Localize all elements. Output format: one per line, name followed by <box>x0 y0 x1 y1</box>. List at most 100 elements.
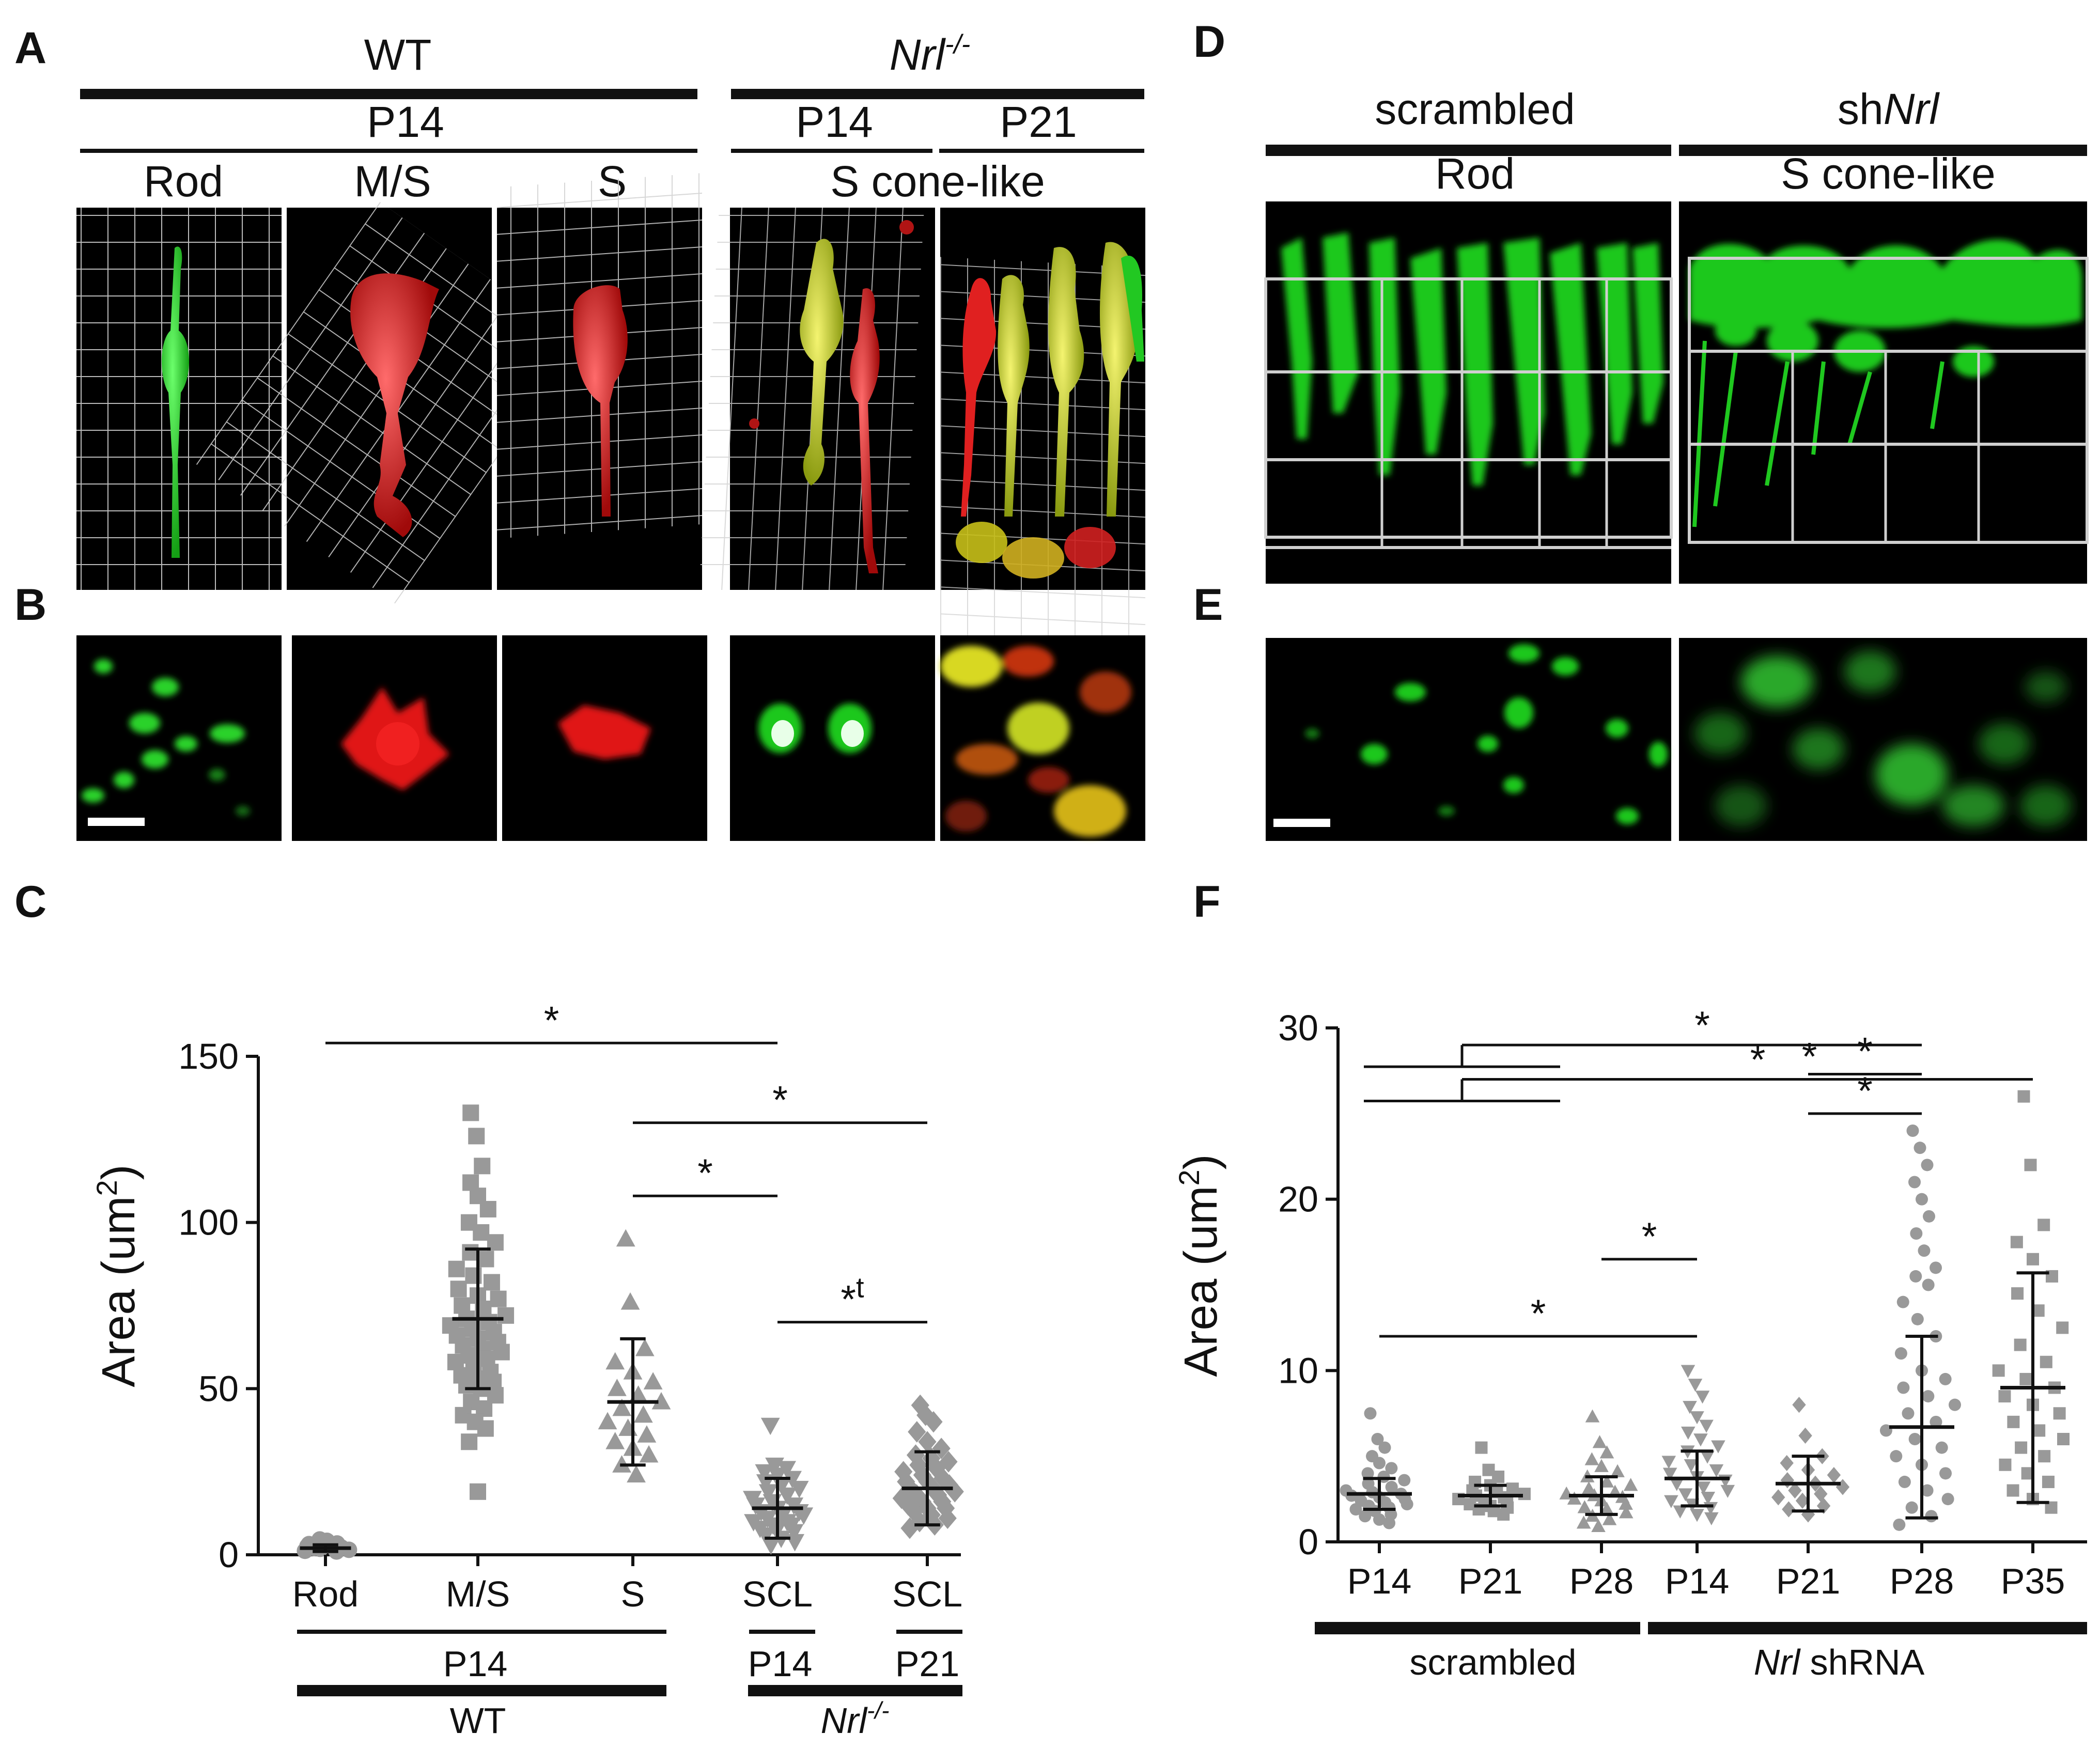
f-data-point <box>1801 1506 1815 1523</box>
c-data-point <box>635 1338 655 1356</box>
f-ytick-label: 10 <box>1278 1350 1318 1391</box>
c-data-point <box>598 1412 617 1430</box>
scrambled-label: scrambled <box>1375 85 1575 133</box>
image-a-nrl-p21 <box>940 208 1145 650</box>
c-data-point <box>461 1433 478 1450</box>
f-sig-star: * <box>1802 1035 1817 1079</box>
f-data-point <box>1948 1398 1961 1411</box>
c-data-point <box>784 1524 804 1542</box>
c-data-point <box>470 1483 486 1500</box>
c-data-point <box>789 1480 809 1498</box>
f-data-point <box>2014 1338 2027 1351</box>
c-data-point <box>924 1411 943 1433</box>
f-data-point <box>1893 1518 1906 1531</box>
f-data-point <box>1577 1500 1592 1513</box>
c-data-point <box>761 1537 781 1555</box>
scale-bar-e <box>1273 819 1330 827</box>
f-data-point <box>1939 1372 1952 1385</box>
f-data-point <box>1921 1484 1934 1497</box>
c-data-point <box>473 1224 490 1241</box>
f-data-point <box>1906 1125 1919 1137</box>
f-data-point <box>1941 1493 1954 1506</box>
f-data-point <box>1879 1424 1892 1437</box>
panel-d: scrambled Rod shNrl S cone-like <box>1264 85 2089 584</box>
f-data-point <box>1890 1450 1903 1463</box>
c-data-point <box>479 1200 496 1217</box>
c-xtick-label: S <box>621 1574 645 1614</box>
f-data-point <box>2027 1253 2039 1266</box>
f-data-point <box>1359 1510 1372 1523</box>
panel-e-images <box>1266 638 2087 841</box>
f-xtick-label: P14 <box>1347 1561 1412 1601</box>
f-ytick-label: 0 <box>1298 1522 1318 1562</box>
f-xtick-label: P28 <box>1569 1561 1634 1601</box>
f-data-point <box>1592 1435 1607 1448</box>
f-sig-star: * <box>1857 1069 1873 1113</box>
image-d-shnrl <box>1679 201 2089 584</box>
f-data-point <box>1798 1427 1812 1444</box>
f-data-point <box>1921 1159 1934 1172</box>
c-data-point <box>758 1484 778 1502</box>
panel-a-headers: WT P14 Rod M/S S Nrl-/- P14 P21 S cone-l… <box>80 29 1144 206</box>
c-data-point <box>608 1379 627 1396</box>
f-ytick-label: 30 <box>1278 1008 1318 1048</box>
f-data-point <box>2015 1441 2028 1454</box>
c-xtick-label: M/S <box>446 1574 510 1614</box>
f-sig-star: * <box>1694 1004 1710 1048</box>
f-data-point <box>1916 1193 1928 1206</box>
f-data-point <box>1661 1456 1676 1469</box>
f-data-point <box>1681 1426 1695 1440</box>
f-data-point <box>1911 1313 1924 1325</box>
f-data-point <box>1894 1347 1907 1360</box>
f-data-point <box>1688 1379 1703 1392</box>
c-data-point <box>483 1274 500 1291</box>
f-data-point <box>1662 1467 1677 1481</box>
c-data-point <box>477 1420 494 1437</box>
image-b-s <box>502 635 707 841</box>
f-data-point <box>1827 1467 1841 1483</box>
c-ytick-label: 0 <box>219 1535 239 1575</box>
chart-c-p14-line <box>297 1630 666 1634</box>
chart-f-nrl-bar <box>1648 1622 2087 1634</box>
image-a-s <box>497 173 702 590</box>
f-data-point <box>2042 1475 2055 1488</box>
d-scl-label: S cone-like <box>1781 149 1996 198</box>
chart-f-scrambled-group: scrambled <box>1410 1642 1577 1682</box>
f-data-point <box>1371 1433 1384 1445</box>
f-data-point <box>1835 1479 1850 1495</box>
f-data-point <box>1897 1381 1910 1394</box>
f-data-point <box>1792 1397 1806 1413</box>
f-data-point <box>1581 1481 1596 1494</box>
c-sig-star: * <box>544 998 559 1042</box>
f-data-point <box>1935 1441 1948 1454</box>
f-data-point <box>1930 1261 1942 1274</box>
c-data-point <box>945 1480 964 1503</box>
c-data-point <box>913 1464 931 1486</box>
c-data-point <box>490 1290 507 1307</box>
f-data-point <box>1385 1462 1398 1475</box>
f-data-point <box>1701 1491 1716 1505</box>
f-sig-star: * <box>1750 1038 1766 1082</box>
image-d-scrambled <box>1264 201 1673 584</box>
chart-c-scl-p21-line <box>896 1630 962 1634</box>
f-data-point <box>1594 1459 1609 1472</box>
image-b-ms <box>292 635 497 841</box>
c-data-point <box>907 1484 926 1506</box>
c-data-point <box>616 1229 635 1247</box>
f-data-point <box>1788 1482 1802 1499</box>
f-data-point <box>1576 1516 1591 1529</box>
c-data-point <box>918 1431 937 1453</box>
c-sig-star: * <box>697 1151 713 1195</box>
c-sig-star: *t <box>841 1271 864 1322</box>
image-a-ms <box>196 201 579 604</box>
nrl-ko-label: Nrl-/- <box>890 29 970 79</box>
c-data-point <box>783 1471 802 1489</box>
f-data-point <box>1923 1210 1935 1223</box>
f-data-point <box>1567 1491 1582 1505</box>
c-data-point <box>794 1507 814 1525</box>
panel-label-e: E <box>1193 580 1223 630</box>
f-data-point <box>2053 1407 2066 1420</box>
chart-f-nrl-group: Nrl shRNA <box>1754 1642 1925 1682</box>
d-rod-label: Rod <box>1435 149 1515 198</box>
f-data-point <box>2024 1159 2037 1172</box>
